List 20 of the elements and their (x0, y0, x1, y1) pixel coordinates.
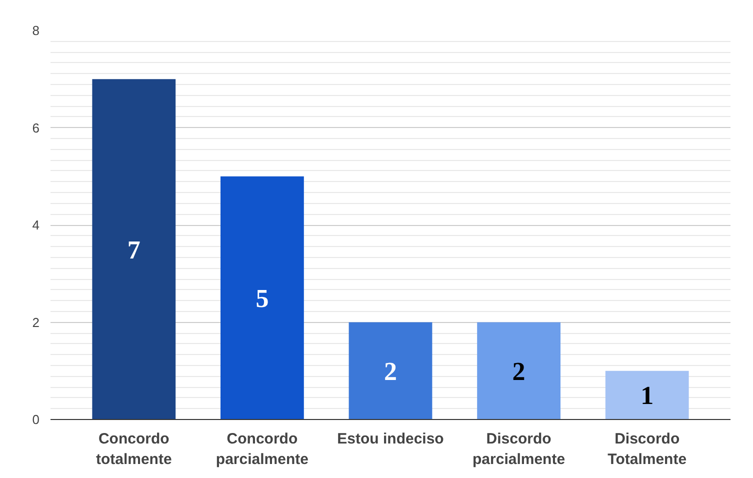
bar (348, 322, 432, 420)
x-tick-label: Discordo parcialmente (472, 430, 566, 468)
data-label: 2 (512, 356, 526, 386)
y-tick-label: 2 (32, 314, 40, 330)
x-tick-label: Estou indeciso (337, 430, 444, 448)
bar (220, 176, 304, 420)
y-tick-label: 6 (32, 120, 40, 136)
bar (605, 370, 689, 420)
data-label: 1 (640, 381, 654, 410)
bar (477, 322, 560, 420)
y-tick-label: 4 (32, 218, 40, 232)
data-label: 7 (127, 235, 140, 264)
x-tick-label: Concordo parcialmente (216, 430, 308, 468)
data-label: 2 (384, 356, 397, 386)
x-tick-label: Concordo totalmente (96, 430, 172, 468)
bar (92, 79, 176, 420)
y-tick-label: 8 (32, 23, 40, 38)
data-label: 5 (256, 284, 269, 313)
y-tick-label: 0 (32, 412, 40, 427)
x-tick-label: Discordo Totalmente (608, 430, 687, 468)
